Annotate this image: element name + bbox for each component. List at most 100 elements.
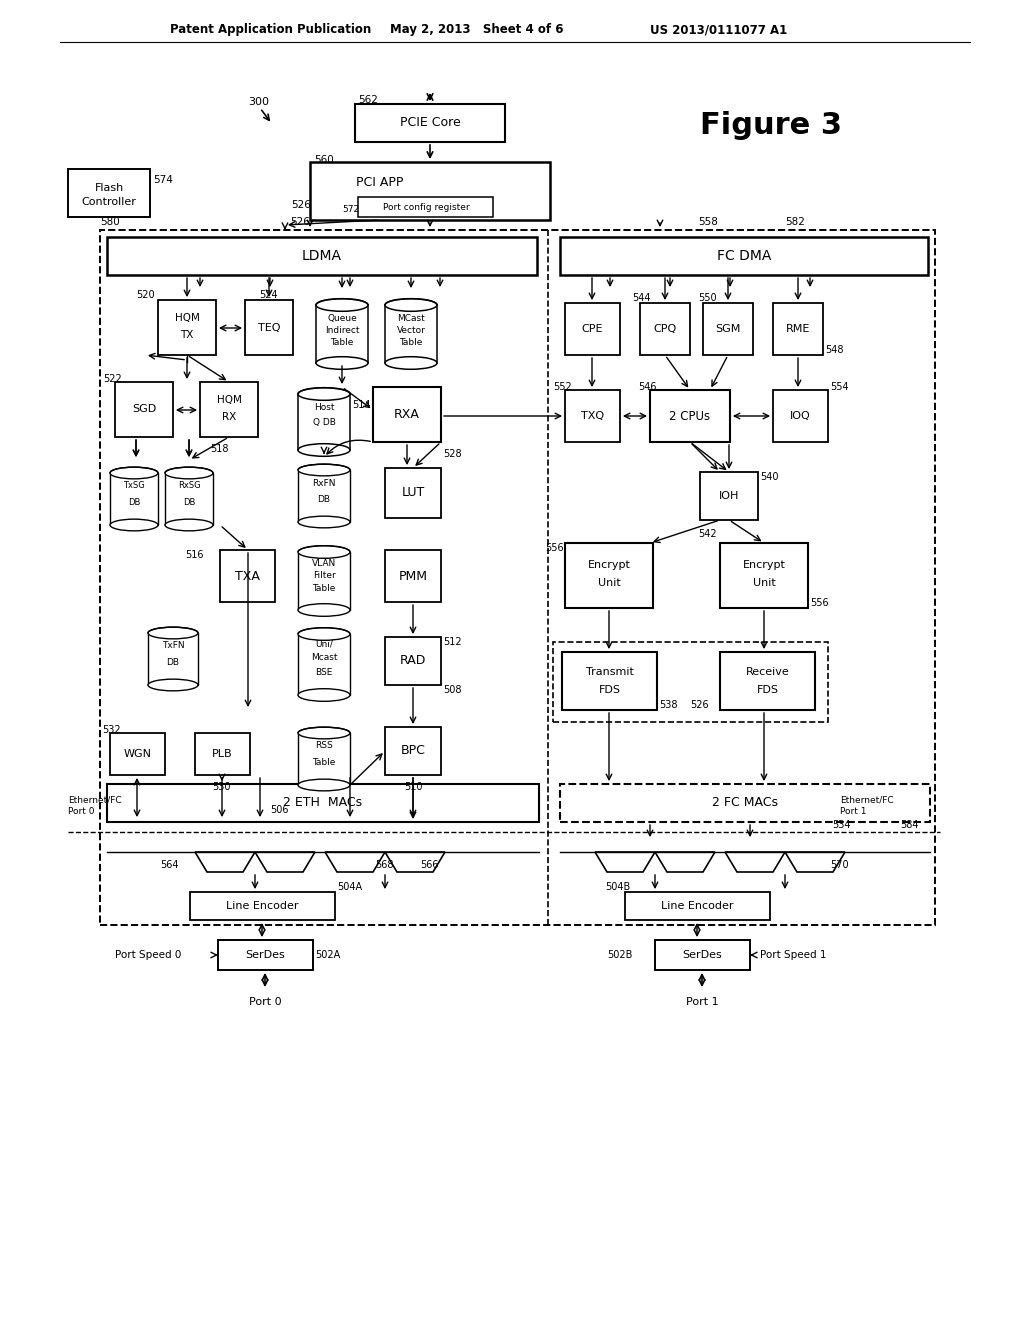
Text: 582: 582: [785, 216, 805, 227]
Text: 526: 526: [690, 700, 709, 710]
Text: 568: 568: [375, 861, 393, 870]
Bar: [68, 169, 150, 216]
Text: BSE: BSE: [315, 668, 333, 677]
Text: 550: 550: [698, 293, 717, 304]
Text: BPC: BPC: [400, 744, 425, 758]
Text: FDS: FDS: [598, 685, 621, 696]
Bar: [562, 652, 657, 710]
Text: Host: Host: [313, 404, 334, 412]
Text: 526: 526: [290, 216, 310, 227]
Bar: [553, 642, 828, 722]
Text: 538: 538: [659, 700, 678, 710]
Text: TX: TX: [180, 330, 194, 339]
Text: 532: 532: [102, 725, 121, 735]
Bar: [310, 162, 550, 220]
Bar: [115, 381, 173, 437]
Text: 574: 574: [153, 176, 173, 185]
Bar: [195, 733, 250, 775]
Text: Unit: Unit: [598, 578, 621, 589]
Bar: [640, 304, 690, 355]
Text: Receive: Receive: [745, 667, 790, 677]
Text: 518: 518: [210, 444, 228, 454]
Bar: [720, 652, 815, 710]
Text: DB: DB: [183, 498, 196, 507]
Bar: [565, 543, 653, 609]
Text: RME: RME: [785, 323, 810, 334]
Text: US 2013/0111077 A1: US 2013/0111077 A1: [650, 24, 787, 37]
Bar: [373, 387, 441, 442]
Text: 528: 528: [443, 449, 462, 459]
Text: 546: 546: [638, 381, 656, 392]
Text: Port config register: Port config register: [383, 202, 469, 211]
Text: 516: 516: [185, 550, 204, 560]
Text: FDS: FDS: [757, 685, 778, 696]
Bar: [218, 940, 313, 970]
Text: Port Speed 1: Port Speed 1: [760, 950, 826, 960]
Text: SerDes: SerDes: [683, 950, 722, 960]
Polygon shape: [325, 851, 385, 873]
Ellipse shape: [298, 628, 350, 640]
Text: PLB: PLB: [212, 748, 232, 759]
Bar: [565, 389, 620, 442]
Text: Port 1: Port 1: [686, 997, 718, 1007]
Text: HQM: HQM: [216, 396, 242, 405]
Ellipse shape: [385, 298, 437, 312]
Text: RSS: RSS: [315, 742, 333, 751]
Text: 584: 584: [900, 820, 919, 830]
Text: Table: Table: [399, 338, 423, 347]
Text: 552: 552: [553, 381, 571, 392]
Text: 504B: 504B: [605, 882, 630, 892]
Ellipse shape: [298, 465, 350, 475]
Text: 2 FC MACs: 2 FC MACs: [712, 796, 778, 809]
Text: 560: 560: [314, 154, 334, 165]
Text: 530: 530: [213, 781, 231, 792]
Text: 558: 558: [698, 216, 718, 227]
Ellipse shape: [298, 779, 350, 791]
Text: Encrypt: Encrypt: [588, 561, 631, 570]
Text: 542: 542: [698, 529, 717, 539]
Bar: [110, 733, 165, 775]
Text: 556: 556: [545, 543, 563, 553]
Text: 512: 512: [443, 638, 462, 647]
Bar: [298, 634, 350, 696]
Text: PCI APP: PCI APP: [356, 176, 403, 189]
Text: Port 0: Port 0: [249, 997, 282, 1007]
Bar: [385, 469, 441, 517]
Text: HQM: HQM: [174, 314, 200, 323]
Text: Transmit: Transmit: [586, 667, 634, 677]
Text: DB: DB: [128, 498, 140, 507]
Ellipse shape: [110, 467, 158, 479]
Text: Port 0: Port 0: [68, 808, 94, 817]
Polygon shape: [595, 851, 655, 873]
Ellipse shape: [165, 519, 213, 531]
Text: Table: Table: [331, 338, 353, 347]
Ellipse shape: [148, 627, 198, 639]
Text: 502A: 502A: [315, 950, 340, 960]
Ellipse shape: [298, 727, 350, 739]
Text: RxSG: RxSG: [178, 482, 201, 491]
Text: Vector: Vector: [396, 326, 425, 335]
Text: SGD: SGD: [132, 404, 156, 414]
Text: LDMA: LDMA: [302, 249, 342, 263]
Bar: [106, 238, 537, 275]
Text: 566: 566: [420, 861, 438, 870]
Text: RX: RX: [222, 412, 237, 421]
Text: 300: 300: [248, 96, 269, 107]
Text: 564: 564: [160, 861, 178, 870]
Text: Table: Table: [312, 758, 336, 767]
Ellipse shape: [385, 298, 437, 312]
Text: CPE: CPE: [582, 323, 603, 334]
Text: DB: DB: [167, 657, 179, 667]
Text: TEQ: TEQ: [258, 322, 281, 333]
Bar: [110, 473, 158, 525]
Bar: [165, 473, 213, 525]
Text: TXQ: TXQ: [581, 411, 604, 421]
Bar: [106, 784, 539, 822]
Bar: [190, 892, 335, 920]
Text: May 2, 2013   Sheet 4 of 6: May 2, 2013 Sheet 4 of 6: [390, 24, 563, 37]
Polygon shape: [195, 851, 255, 873]
Text: Figure 3: Figure 3: [700, 111, 842, 140]
Bar: [385, 638, 441, 685]
Text: Queue: Queue: [327, 314, 357, 323]
Ellipse shape: [316, 356, 368, 370]
